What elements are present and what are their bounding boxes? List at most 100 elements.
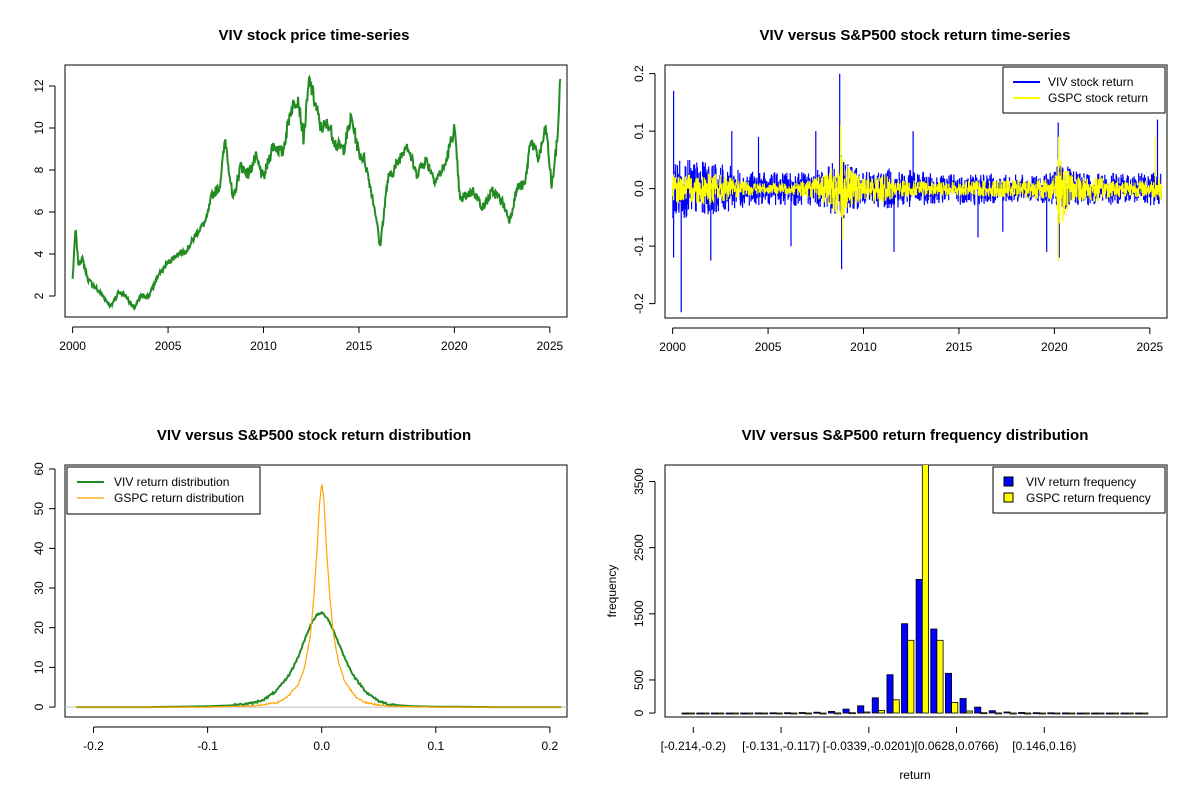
gspc-frequency-bar [804, 712, 812, 715]
gspc-frequency-bar [936, 639, 944, 714]
viv-frequency-bar [988, 710, 996, 714]
panel-4-x-tick-label: [-0.131,-0.117) [742, 739, 820, 753]
panel-4-ylabel: frequency [605, 565, 619, 618]
panel-4-y-tick-label: 2500 [632, 534, 646, 561]
panel-3-title: VIV versus S&P500 stock return distribut… [157, 427, 471, 444]
gspc-frequency-bar [1068, 712, 1076, 715]
gspc-frequency-bar [892, 699, 900, 714]
panel-3-y-tick-label: 40 [32, 541, 46, 555]
panel-2-x-tick-label: 2015 [946, 340, 973, 354]
panel-1-x-tick-label: 2005 [155, 339, 182, 353]
viv-frequency-bar [901, 623, 909, 714]
panel-4-x-tick-label: [0.146,0.16) [1012, 739, 1076, 753]
gspc-frequency-bar [848, 712, 856, 715]
gspc-frequency-bar [965, 710, 973, 714]
gspc-frequency-bar [863, 711, 871, 714]
gspc-frequency-bar [878, 710, 886, 714]
viv-frequency-bar [857, 705, 865, 714]
panel-3-x-tick-label: 0.1 [427, 739, 444, 753]
gspc-frequency-bar [951, 702, 959, 714]
panel-2-title: VIV versus S&P500 stock return time-seri… [760, 27, 1071, 44]
panel-3-x-tick-label: -0.1 [197, 739, 218, 753]
panel-4-x-tick-label: [-0.0339,-0.0201) [823, 739, 915, 753]
panel-4-legend-label: VIV return frequency [1026, 475, 1136, 489]
panel-3-x-tick-label: 0.2 [542, 739, 559, 753]
panel-2-legend: VIV stock return GSPC stock return [1002, 66, 1166, 114]
gspc-frequency-bar [1126, 712, 1134, 715]
panel-3-y-tick-label: 10 [32, 660, 46, 674]
panel-3-y-tick-label: 30 [32, 581, 46, 595]
gspc-frequency-bar [775, 712, 783, 715]
viv-frequency-bar [711, 712, 719, 715]
gspc-density-line [76, 483, 562, 708]
viv-frequency-bar [959, 698, 967, 714]
panel-4-legend-label: GSPC return frequency [1026, 491, 1151, 505]
panel-4-y-tick-label: 500 [632, 670, 646, 690]
panel-return-distribution: VIV versus S&P500 stock return distribut… [32, 427, 568, 753]
gspc-frequency-bar [1038, 712, 1046, 715]
panel-2-plot-frame [664, 64, 1168, 319]
gspc-frequency-bar [746, 712, 754, 715]
panel-1-x-tick-label: 2015 [346, 339, 373, 353]
panel-2-x-tick-label: 2010 [850, 340, 877, 354]
panel-2-legend-label: GSPC stock return [1048, 91, 1148, 105]
panel-4-legend-swatch [1003, 476, 1014, 487]
panel-3-y-tick-label: 60 [32, 462, 46, 476]
gspc-frequency-bar [980, 712, 988, 715]
panel-4-y-tick-label: 1500 [632, 600, 646, 627]
viv-frequency-bar [1076, 712, 1084, 715]
viv-frequency-bar [1135, 712, 1143, 715]
viv-frequency-bar [842, 708, 850, 714]
panel-2-x-tick-label: 2020 [1041, 340, 1068, 354]
gspc-frequency-bar [1009, 712, 1017, 715]
gspc-frequency-bar [1141, 712, 1149, 715]
panel-2-y-tick-label: -0.2 [632, 293, 646, 314]
viv-frequency-bar [754, 712, 762, 715]
viv-frequency-bar [1091, 712, 1099, 715]
gspc-frequency-bar [907, 639, 915, 714]
panel-3-y-tick-label: 0 [32, 703, 46, 710]
gspc-frequency-bar [1112, 712, 1120, 715]
viv-frequency-bar [784, 712, 792, 715]
viv-frequency-bar [871, 697, 879, 714]
panel-1-y-tick-label: 6 [32, 208, 46, 215]
panel-1-x-tick-label: 2020 [441, 339, 468, 353]
gspc-frequency-bar [687, 712, 695, 715]
viv-frequency-bar [813, 711, 821, 714]
panel-4-title: VIV versus S&P500 return frequency distr… [742, 427, 1089, 444]
viv-frequency-bar [681, 712, 689, 715]
panel-3-legend-label: GSPC return distribution [114, 491, 244, 505]
viv-frequency-bar [696, 712, 704, 715]
panel-4-legend-box [992, 466, 1166, 514]
gspc-frequency-bar [790, 712, 798, 715]
panel-4-plot-frame [664, 464, 1168, 718]
viv-frequency-bar [725, 712, 733, 715]
panel-3-legend-box [66, 466, 261, 515]
gspc-frequency-bar [819, 712, 827, 715]
gspc-frequency-bar [995, 712, 1003, 715]
panel-1-title: VIV stock price time-series [219, 27, 410, 44]
panel-2-legend-box [1002, 66, 1166, 114]
panel-3-plot-frame [64, 464, 568, 718]
panel-3-legend-label: VIV return distribution [114, 475, 229, 489]
gspc-return-series [672, 125, 1162, 261]
panel-2-y-tick-label: 0.2 [632, 65, 646, 82]
gspc-frequency-bar [761, 712, 769, 715]
viv-frequency-bar [828, 711, 836, 714]
panel-4-y-tick-label: 3500 [632, 468, 646, 495]
panel-2-legend-label: VIV stock return [1048, 75, 1133, 89]
panel-3-x-tick-label: -0.2 [83, 739, 104, 753]
panel-1-plot-frame [64, 64, 568, 318]
panel-2-x-tick-label: 2025 [1136, 340, 1163, 354]
viv-frequency-bar [769, 712, 777, 715]
gspc-frequency-bar [1097, 712, 1105, 715]
viv-frequency-bar [886, 674, 894, 714]
panel-1-x-tick-label: 2010 [250, 339, 277, 353]
viv-frequency-bar [1105, 712, 1113, 715]
panel-1-y-tick-label: 4 [32, 250, 46, 257]
viv-frequency-bar [945, 672, 953, 714]
viv-frequency-bar [1047, 712, 1055, 715]
viv-frequency-bar [798, 712, 806, 714]
panel-2-y-tick-label: 0.1 [632, 122, 646, 139]
gspc-frequency-bar [1024, 712, 1032, 715]
